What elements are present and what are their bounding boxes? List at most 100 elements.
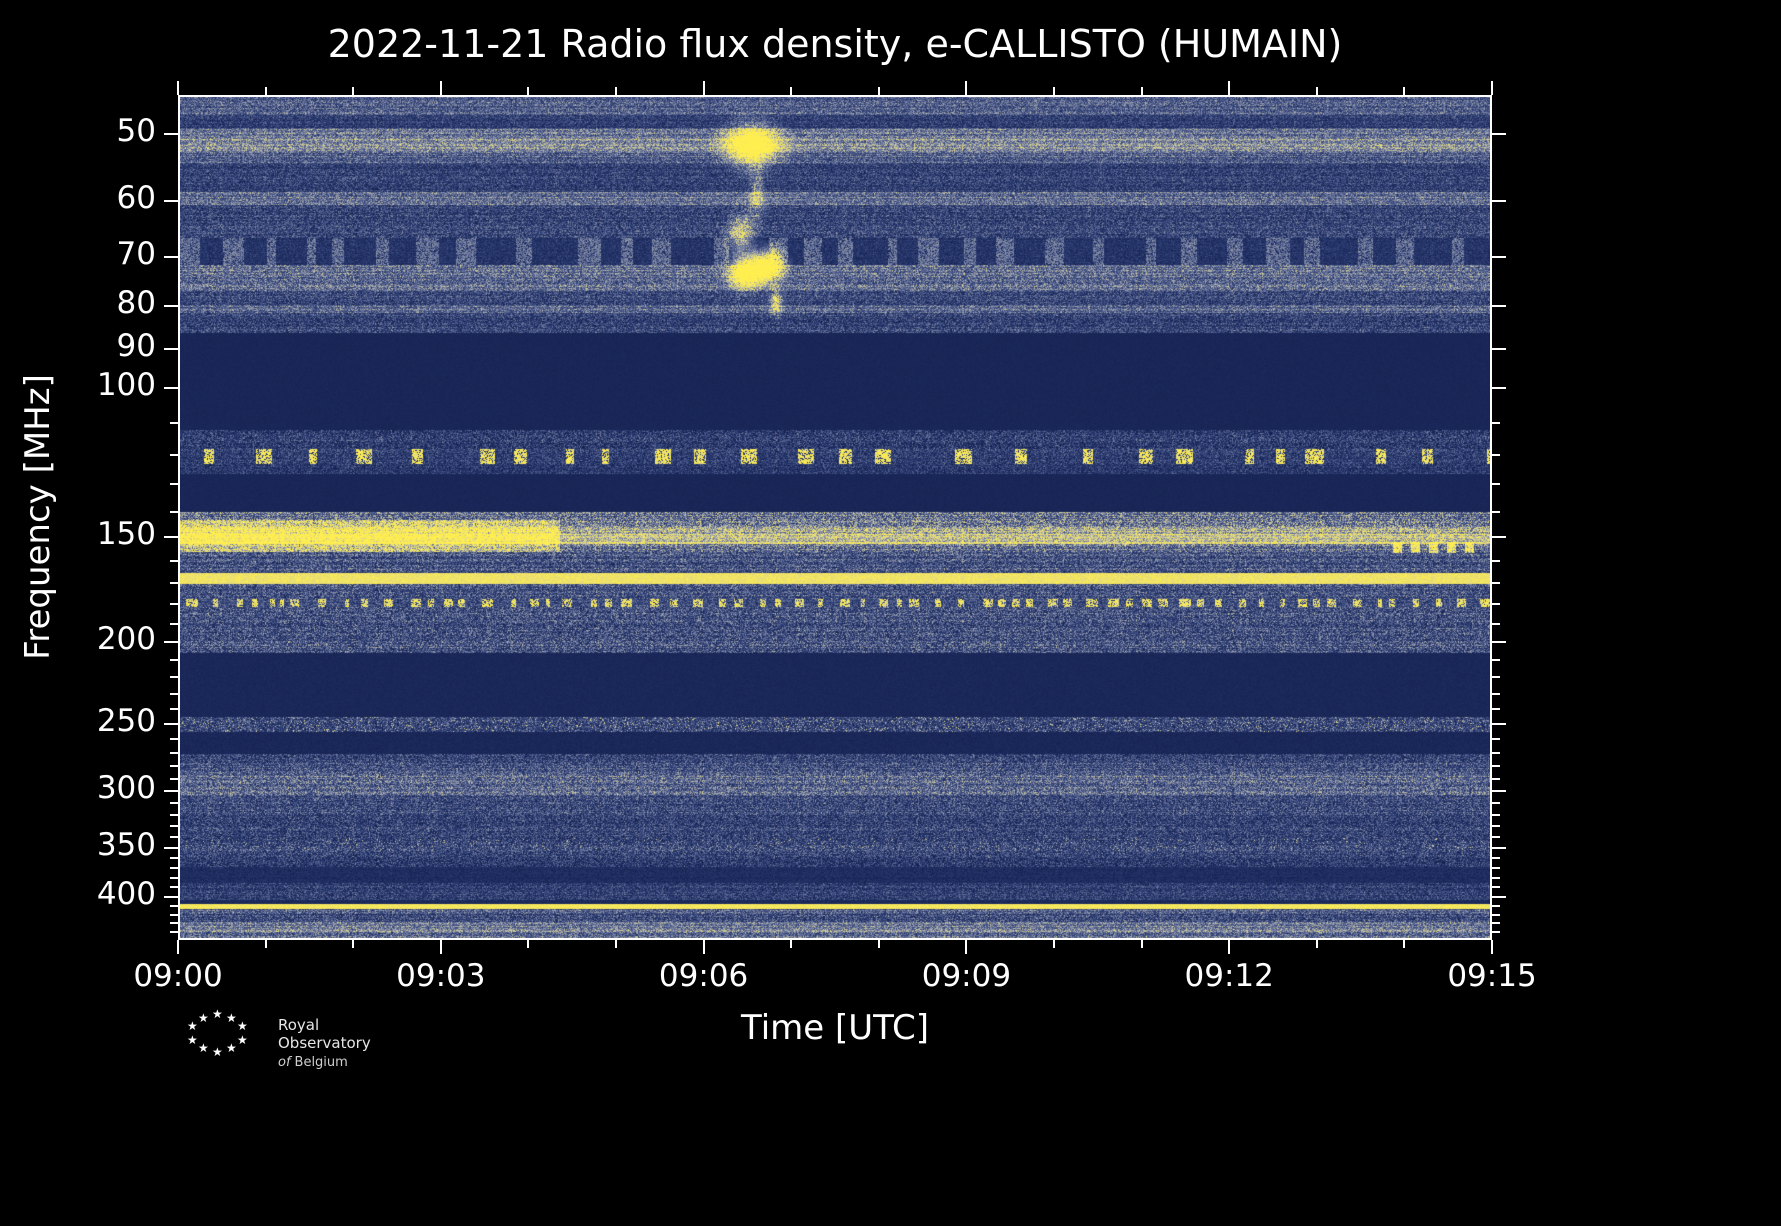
y-minor-tick (1492, 676, 1500, 679)
x-major-tick (702, 940, 705, 954)
x-minor-tick (790, 87, 793, 95)
y-minor-tick (170, 930, 178, 933)
x-tick-label: 09:06 (658, 958, 749, 994)
y-tick-label: 300 (96, 770, 156, 807)
y-minor-tick (1492, 777, 1500, 780)
y-major-tick (1492, 199, 1506, 202)
y-minor-tick (170, 622, 178, 625)
y-minor-tick (1492, 813, 1500, 816)
x-tick-label: 09:15 (1447, 958, 1537, 994)
y-minor-tick (170, 813, 178, 816)
star-icon: ★ (187, 1033, 198, 1047)
x-minor-tick (877, 940, 880, 948)
y-minor-tick (170, 913, 178, 916)
y-major-tick (164, 256, 178, 259)
y-major-tick (1492, 790, 1506, 793)
y-minor-tick (1492, 622, 1500, 625)
y-minor-tick (1492, 751, 1500, 754)
y-minor-tick (1492, 867, 1500, 870)
y-major-tick (1492, 348, 1506, 351)
y-tick-label: 150 (96, 515, 156, 552)
y-minor-tick (170, 659, 178, 662)
y-major-tick (164, 895, 178, 898)
y-major-tick (164, 535, 178, 538)
star-icon: ★ (198, 1011, 209, 1025)
y-major-tick (164, 305, 178, 308)
y-minor-tick (170, 825, 178, 828)
x-minor-tick (352, 87, 355, 95)
y-minor-tick (1492, 922, 1500, 925)
x-major-tick (1491, 940, 1493, 954)
y-minor-tick (170, 904, 178, 907)
y-minor-tick (170, 867, 178, 870)
x-axis-label: Time [UTC] (741, 1008, 929, 1048)
y-minor-tick (1492, 825, 1500, 828)
y-minor-tick (170, 777, 178, 780)
y-minor-tick (170, 857, 178, 860)
y-minor-tick (1492, 802, 1500, 805)
rob-logo-line2-belgium: Belgium (294, 1055, 348, 1070)
x-minor-tick (1403, 940, 1406, 948)
y-minor-tick (170, 886, 178, 889)
x-minor-tick (790, 940, 793, 948)
y-major-tick (164, 348, 178, 351)
y-major-tick (1492, 387, 1506, 390)
y-minor-tick (170, 876, 178, 879)
star-icon: ★ (212, 1045, 223, 1059)
y-minor-tick (170, 602, 178, 605)
y-minor-tick (1492, 904, 1500, 907)
star-icon: ★ (198, 1041, 209, 1055)
y-minor-tick (1492, 659, 1500, 662)
y-minor-tick (1492, 836, 1500, 839)
x-minor-tick (877, 87, 880, 95)
x-major-tick (439, 940, 442, 954)
x-tick-label: 09:00 (133, 958, 223, 994)
rob-logo-line2: of Belgium (278, 1055, 371, 1070)
x-major-tick (965, 940, 968, 954)
x-minor-tick (527, 87, 530, 95)
y-tick-label: 400 (96, 875, 156, 912)
y-minor-tick (170, 737, 178, 740)
y-minor-tick (170, 708, 178, 711)
y-minor-tick (170, 483, 178, 486)
y-minor-tick (1492, 510, 1500, 513)
x-major-tick (1491, 81, 1493, 95)
y-minor-tick (170, 559, 178, 562)
y-major-tick (164, 641, 178, 644)
x-tick-label: 09:03 (396, 958, 486, 994)
x-major-tick (702, 81, 705, 95)
y-minor-tick (1492, 737, 1500, 740)
y-minor-tick (170, 676, 178, 679)
y-minor-tick (170, 922, 178, 925)
x-minor-tick (615, 940, 617, 948)
y-minor-tick (1492, 876, 1500, 879)
x-minor-tick (352, 940, 355, 948)
y-major-tick (164, 132, 178, 135)
x-major-tick (177, 81, 179, 95)
star-icon: ★ (187, 1019, 198, 1033)
x-minor-tick (1053, 940, 1055, 948)
y-minor-tick (1492, 422, 1500, 424)
y-tick-label: 350 (96, 826, 156, 863)
y-minor-tick (1492, 913, 1500, 916)
y-minor-tick (1492, 581, 1500, 584)
y-major-tick (1492, 132, 1506, 135)
y-major-tick (164, 199, 178, 202)
y-minor-tick (170, 802, 178, 805)
y-major-tick (1492, 641, 1506, 644)
y-tick-label: 250 (96, 703, 156, 740)
star-icon: ★ (237, 1033, 248, 1047)
x-minor-tick (1140, 940, 1143, 948)
y-major-tick (164, 723, 178, 726)
y-minor-tick (1492, 602, 1500, 605)
y-tick-label: 80 (116, 285, 156, 322)
y-minor-tick (170, 422, 178, 424)
plot-area (178, 95, 1492, 940)
y-major-tick (1492, 535, 1506, 538)
y-minor-tick (1492, 453, 1500, 456)
y-major-tick (1492, 305, 1506, 308)
y-minor-tick (170, 453, 178, 456)
x-major-tick (965, 81, 968, 95)
y-major-tick (164, 790, 178, 793)
